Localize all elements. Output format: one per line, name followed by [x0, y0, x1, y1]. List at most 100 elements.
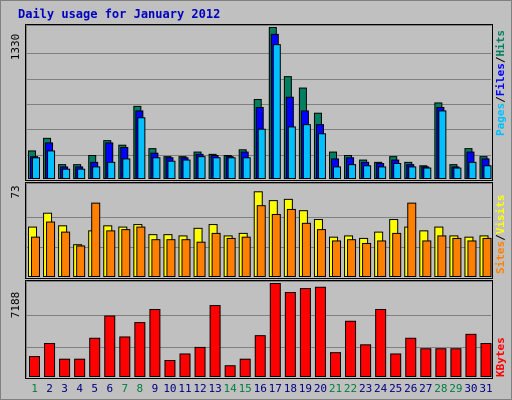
pages-bar: [287, 126, 296, 180]
pages-bar: [212, 157, 221, 180]
kbytes-bar: [179, 353, 191, 377]
legend-top: Pages/Files/Hits: [494, 30, 507, 136]
day-label: 11: [178, 382, 191, 395]
legend-sites: Sites: [494, 241, 507, 274]
y-max-label: 1330: [9, 34, 22, 61]
sites-bar: [332, 240, 341, 278]
kbytes-bar: [209, 305, 221, 377]
day-label: 15: [239, 382, 252, 395]
sites-bar: [422, 240, 432, 278]
sites-bar: [286, 208, 296, 277]
day-label: 30: [464, 382, 477, 395]
y-max-label: 7188: [9, 292, 22, 319]
sites-bar: [482, 237, 492, 277]
kbytes-bar: [194, 346, 206, 377]
sites-bar: [377, 240, 387, 278]
kbytes-bar: [330, 352, 341, 378]
y-max-label: 73: [9, 185, 22, 198]
sites-bar: [136, 226, 146, 277]
kbytes-bar: [239, 358, 251, 378]
kbytes-bar: [360, 344, 372, 377]
day-label: 2: [46, 382, 53, 395]
sites-bar: [226, 237, 236, 277]
kbytes-bar: [119, 336, 131, 377]
legend-hits: Hits: [494, 30, 507, 57]
pages-bar: [423, 167, 432, 179]
sites-bar: [61, 231, 71, 278]
sites-bar: [452, 237, 462, 277]
sites-bar: [407, 202, 417, 277]
day-label: 17: [269, 382, 282, 395]
legend-bottom: KBytes: [494, 337, 507, 377]
day-label: 4: [76, 382, 83, 395]
day-label: 8: [137, 382, 144, 395]
pages-bar: [468, 161, 477, 180]
legend-separator: /: [494, 56, 507, 63]
pages-bar: [152, 157, 161, 180]
pages-bar: [137, 117, 146, 179]
day-label: 3: [61, 382, 68, 395]
day-label: 22: [344, 382, 357, 395]
sites-bar: [46, 221, 56, 277]
kbytes-bar: [104, 315, 116, 377]
kbytes-bar: [390, 353, 402, 377]
sites-bar: [91, 202, 101, 277]
pages-bar: [333, 166, 341, 180]
sites-bar: [347, 239, 357, 278]
pages-bar: [363, 165, 372, 180]
kbytes-bar: [420, 348, 432, 377]
day-label: 12: [193, 382, 206, 395]
day-label: 31: [479, 382, 492, 395]
kbytes-bar: [134, 322, 146, 378]
day-label: 7: [121, 382, 128, 395]
kbytes-bar: [149, 308, 161, 377]
sites-bar: [181, 239, 191, 278]
sites-bar: [301, 222, 311, 277]
day-label: 19: [299, 382, 312, 395]
pages-bar: [92, 166, 101, 180]
legend-visits: Visits: [494, 195, 507, 235]
kbytes-bar: [465, 333, 477, 377]
day-label: 20: [314, 382, 327, 395]
day-label: 6: [106, 382, 113, 395]
pages-bar: [378, 166, 387, 180]
pages-bar: [167, 160, 176, 179]
day-label: 9: [152, 382, 159, 395]
kbytes-bar: [254, 335, 266, 377]
pages-bar: [77, 168, 86, 179]
chart-title: Daily usage for January 2012: [18, 7, 221, 21]
day-label: 16: [254, 382, 267, 395]
pages-bar: [483, 165, 492, 180]
pages-bar: [182, 159, 191, 179]
kbytes-bar: [29, 356, 40, 377]
sites-bar: [106, 230, 116, 277]
sites-bar: [76, 245, 86, 277]
day-label: 29: [449, 382, 462, 395]
svg-text:Pages/Files/Hits: Pages/Files/Hits: [494, 30, 507, 136]
sites-bar: [437, 235, 447, 278]
kbytes-bar: [450, 348, 462, 377]
sites-bar: [241, 236, 251, 277]
day-label: 13: [208, 382, 221, 395]
kbytes-bar: [89, 337, 101, 377]
kbytes-bar: [405, 337, 417, 377]
pages-bar: [47, 150, 56, 180]
sites-bar: [271, 213, 281, 277]
pages-bar: [438, 110, 447, 179]
pages-bar: [227, 157, 236, 180]
legend-pages: Pages: [494, 103, 507, 136]
sites-bar: [467, 240, 477, 278]
pages-bar: [197, 156, 206, 179]
kbytes-bar: [345, 320, 357, 378]
sites-bar: [392, 232, 402, 277]
sites-bar: [316, 229, 326, 277]
pages-bar: [242, 157, 251, 180]
legend-separator: /: [494, 234, 507, 241]
kbytes-bar: [59, 358, 71, 378]
pages-bar: [348, 164, 357, 179]
day-label: 10: [163, 382, 176, 395]
pages-bar: [257, 128, 266, 179]
day-label: 28: [434, 382, 447, 395]
day-label: 18: [284, 382, 297, 395]
